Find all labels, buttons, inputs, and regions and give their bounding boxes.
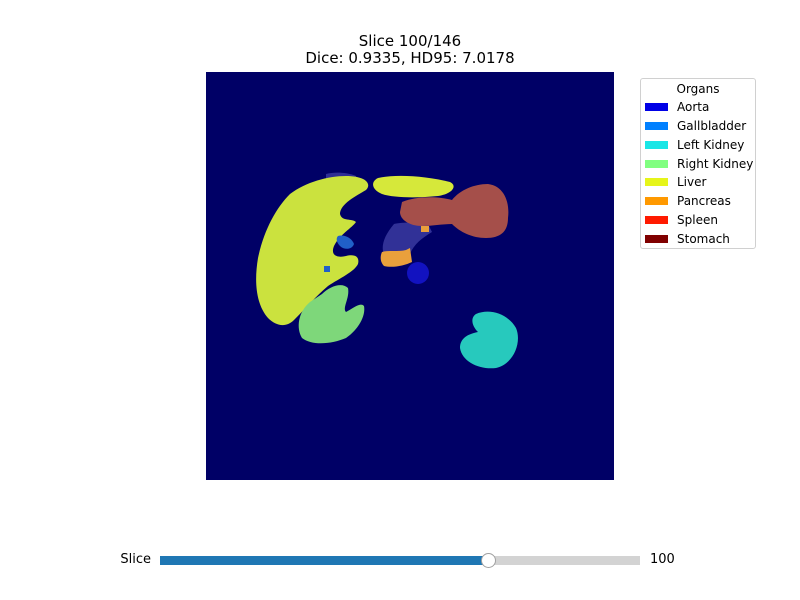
organ-pancreas-fragment — [421, 226, 429, 232]
segmentation-overlay — [206, 72, 614, 480]
segmentation-image — [206, 72, 614, 480]
legend-label: Gallbladder — [677, 119, 747, 133]
legend-label: Pancreas — [677, 194, 731, 208]
organ-stomach — [400, 184, 509, 238]
legend-swatch-stomach — [645, 235, 668, 243]
organ-left-kidney — [460, 311, 518, 369]
slice-slider-fill — [160, 556, 489, 565]
slice-slider-thumb[interactable] — [481, 553, 496, 568]
organ-pancreas — [380, 248, 412, 267]
slice-slider-label: Slice — [120, 552, 151, 567]
legend-label: Liver — [677, 175, 707, 189]
legend-swatch-spleen — [645, 216, 668, 224]
legend-swatch-liver — [645, 178, 668, 186]
legend-swatch-gallbladder — [645, 122, 668, 130]
legend-label: Spleen — [677, 213, 718, 227]
figure-title-metrics: Dice: 0.9335, HD95: 7.0178 — [305, 49, 515, 67]
legend-title: Organs — [676, 82, 720, 96]
organ-right-kidney — [298, 285, 365, 344]
organ-ghost-region — [382, 222, 432, 261]
organ-gallbladder-dot — [324, 266, 330, 272]
legend-swatch-pancreas — [645, 197, 668, 205]
legend-label: Aorta — [677, 100, 710, 114]
organ-liver-main — [256, 176, 369, 326]
legend-label: Stomach — [677, 232, 730, 246]
organ-gallbladder — [336, 235, 354, 249]
figure-title-slice: Slice 100/146 — [358, 32, 462, 50]
legend-swatch-right-kidney — [645, 160, 668, 168]
legend-swatch-left-kidney — [645, 141, 668, 149]
slice-slider-value: 100 — [650, 552, 675, 567]
organ-liver-left-lobe — [373, 175, 454, 198]
slice-slider[interactable] — [160, 553, 640, 568]
legend-label: Right Kidney — [677, 157, 754, 171]
legend: Organs Aorta Gallbladder Left Kidney Rig… — [640, 78, 756, 249]
organ-aorta — [407, 262, 429, 284]
legend-label: Left Kidney — [677, 138, 745, 152]
legend-swatch-aorta — [645, 103, 668, 111]
